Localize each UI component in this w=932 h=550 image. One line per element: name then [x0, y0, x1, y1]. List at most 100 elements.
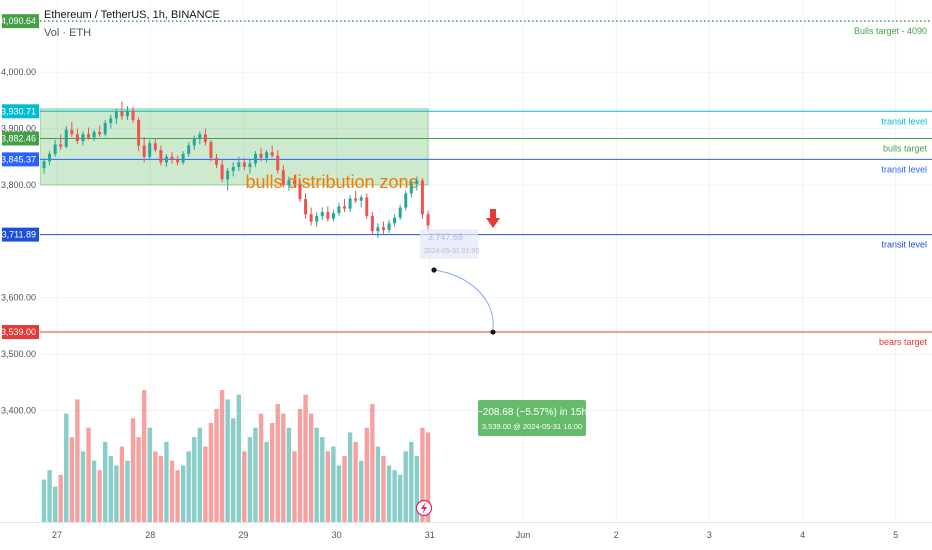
volume-bar [86, 427, 91, 522]
volume-bar [158, 456, 164, 522]
volume-bar [420, 427, 425, 522]
candle-body [153, 143, 157, 151]
time-tick-label: 2 [614, 530, 619, 540]
volume-bar [414, 456, 420, 522]
candle-body [198, 134, 202, 139]
volume-bar [308, 413, 314, 522]
volume-bar [269, 423, 275, 522]
volume-bar [75, 399, 80, 522]
candle-body [103, 122, 107, 135]
candle-body [98, 131, 102, 135]
time-tick-label: 29 [238, 530, 248, 540]
volume-bar [103, 441, 108, 522]
level-price-tag [2, 325, 39, 340]
volume-bar [141, 390, 147, 522]
price-axis-bg [0, 0, 40, 550]
candle-body [59, 144, 63, 147]
candle-body [137, 120, 141, 146]
candle-body [231, 166, 235, 171]
level-label: bears target [879, 337, 928, 347]
volume-bar [342, 456, 347, 522]
candle-body [354, 198, 358, 201]
volume-bar [169, 460, 175, 522]
volume-bar [286, 427, 292, 522]
candle-body [331, 213, 335, 219]
candle-body [164, 156, 168, 163]
volume-bar [375, 446, 381, 522]
volume-bar [364, 427, 369, 522]
faded-label-bg [420, 229, 478, 259]
candle-body [253, 153, 257, 164]
candle-body [148, 143, 152, 157]
candle-body [192, 138, 196, 146]
level-price-text: 3,930.71 [1, 106, 36, 116]
volume-bar [80, 451, 86, 522]
price-tick-label: 4,000.00 [1, 67, 36, 77]
level-price-tag [2, 14, 39, 29]
down-arrow-head [486, 218, 500, 228]
candle-body [365, 197, 369, 216]
candle-body [409, 183, 413, 194]
volume-bar [130, 418, 136, 522]
volume-bars [41, 390, 431, 522]
candle-body [53, 144, 57, 154]
candle-body [114, 111, 118, 119]
symbol-title: Ethereum / TetherUS, 1h, BINANCE [44, 9, 220, 21]
candle-body [142, 145, 146, 157]
price-tick-label: 3,600.00 [1, 293, 36, 303]
candle-body [281, 170, 285, 185]
volume-bar [136, 437, 141, 522]
candle-body [248, 163, 252, 167]
candle-body [64, 129, 68, 147]
volume-bar [303, 394, 308, 522]
volume-bar [225, 399, 230, 522]
volume-bar [41, 479, 47, 522]
volume-bar [147, 427, 152, 522]
volume-bar [297, 408, 303, 522]
volume-bar [203, 446, 208, 522]
faded-price: 3,747.68 [428, 232, 463, 242]
level-price-tag [2, 227, 39, 242]
candle-body [159, 150, 163, 163]
candle-body [170, 156, 174, 160]
volume-bar [325, 451, 331, 522]
time-axis[interactable]: 27 28 29 30 31 Jun 2 3 4 5 [0, 522, 932, 550]
level-price-tag [2, 152, 39, 167]
candle-body [337, 206, 341, 214]
level-label: bulls target [883, 143, 928, 153]
volume-bar [47, 470, 52, 522]
candle-body [187, 145, 191, 154]
candle-body [237, 162, 241, 167]
projection-path [433, 269, 494, 330]
level-price-text: 3,539.00 [1, 327, 36, 337]
candle-body [287, 180, 291, 185]
volume-bar [153, 451, 158, 522]
candle-body [320, 212, 324, 216]
time-tick-label: 27 [52, 530, 62, 540]
faded-date: 2024-05-31 01:00 [424, 248, 479, 255]
candles [42, 101, 430, 238]
candle-body [270, 152, 274, 156]
candle-body [398, 207, 402, 218]
candle-body [220, 164, 224, 180]
projection-label-main: −208.68 (−5.57%) in 15h [477, 407, 587, 418]
level-price-tag [2, 104, 39, 119]
volume-bar [219, 390, 225, 522]
volume-bar [397, 474, 403, 522]
level-price-text: 4,090.64 [1, 16, 36, 26]
candle-body [359, 197, 363, 201]
volume-bar [97, 470, 102, 522]
price-tick-label: 3,900.00 [1, 124, 36, 134]
projection-label-sub: 3,539.00 @ 2024-05-31 16:00 [482, 422, 582, 431]
volume-bar [386, 465, 392, 522]
volume-bar [292, 451, 297, 522]
candle-body [259, 153, 263, 158]
time-tick-label: 28 [145, 530, 155, 540]
volume-bar [180, 465, 186, 522]
grid [40, 0, 932, 522]
level-label: transit level [881, 116, 927, 126]
candle-body [176, 159, 180, 163]
candle-body [131, 110, 135, 121]
price-axis[interactable]: 4,200.004,000.003,900.003,800.003,600.00… [0, 0, 40, 550]
